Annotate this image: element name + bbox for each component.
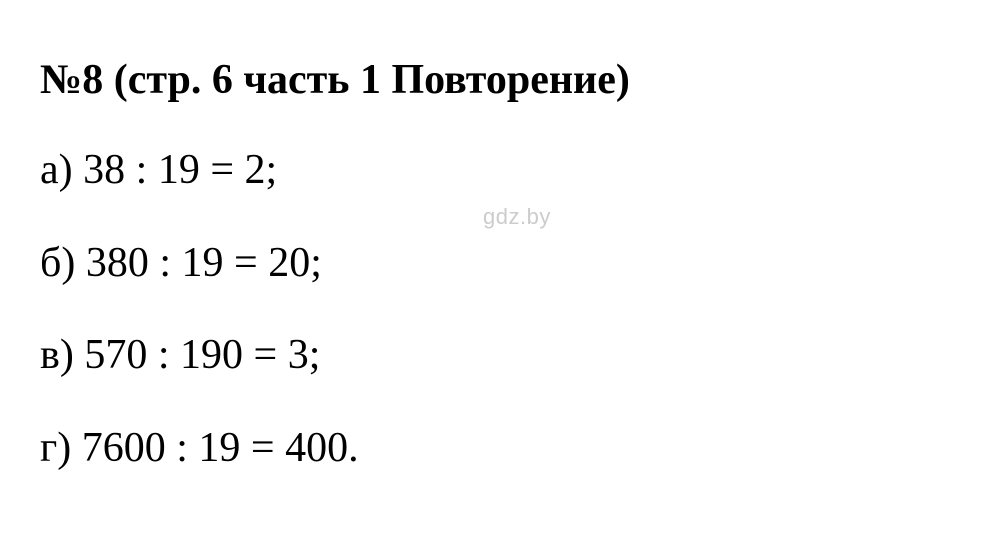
- solution-line: а) 38 : 19 = 2;: [40, 145, 958, 195]
- line-label: а: [40, 147, 59, 193]
- solution-line: г) 7600 : 19 = 400.: [40, 423, 958, 473]
- solution-line: в) 570 : 190 = 3;: [40, 330, 958, 380]
- line-expression: 38 : 19 = 2;: [83, 147, 277, 193]
- solution-line: б) 380 : 19 = 20;: [40, 238, 958, 288]
- line-label: в: [40, 332, 60, 378]
- line-label: г: [40, 425, 57, 471]
- problem-title: №8 (стр. 6 часть 1 Повторение): [40, 55, 958, 105]
- line-expression: 7600 : 19 = 400.: [82, 425, 359, 471]
- math-solution-block: №8 (стр. 6 часть 1 Повторение) а) 38 : 1…: [0, 0, 998, 513]
- line-expression: 380 : 19 = 20;: [86, 240, 322, 286]
- line-label: б: [40, 240, 61, 286]
- line-expression: 570 : 190 = 3;: [84, 332, 320, 378]
